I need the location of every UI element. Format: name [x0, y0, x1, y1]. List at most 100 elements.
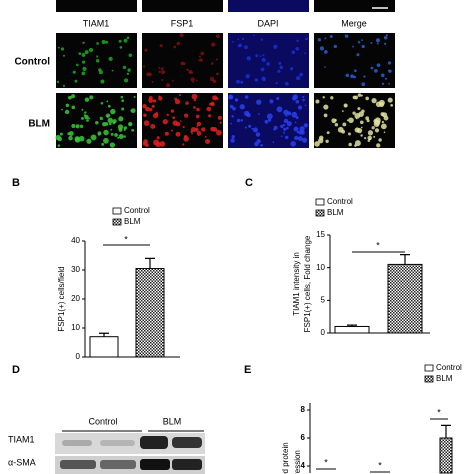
- cell: [260, 67, 265, 72]
- cell: [156, 136, 160, 140]
- legend-label: Control: [436, 363, 462, 372]
- cell: [255, 54, 259, 58]
- cell: [280, 135, 283, 138]
- panel-label: B: [12, 177, 20, 189]
- cell: [299, 126, 305, 132]
- cell: [147, 72, 152, 77]
- cell: [123, 135, 126, 138]
- cell: [329, 35, 333, 38]
- cell: [246, 56, 251, 61]
- cell: [381, 120, 385, 124]
- cell: [254, 78, 259, 82]
- cell: [86, 138, 92, 144]
- y-tick-label: 30: [71, 265, 80, 274]
- significance-star: *: [378, 460, 382, 470]
- cell: [292, 96, 297, 101]
- cell: [237, 38, 240, 41]
- cell: [322, 96, 325, 99]
- cell: [117, 136, 120, 139]
- cell: [278, 61, 282, 65]
- group-label: Control: [88, 416, 117, 426]
- cell: [172, 116, 176, 120]
- y-tick-label: 4: [301, 461, 306, 470]
- cell: [103, 137, 109, 144]
- cell: [374, 128, 380, 133]
- cell: [107, 117, 113, 124]
- y-tick-label: 40: [71, 236, 80, 245]
- cell: [293, 111, 296, 115]
- cell: [82, 66, 87, 71]
- error-bar: [441, 424, 451, 438]
- cell: [360, 126, 363, 129]
- cell: [252, 127, 258, 133]
- cell: [143, 113, 147, 117]
- legend-label: Control: [124, 206, 150, 215]
- cell: [342, 122, 347, 127]
- cell: [361, 44, 365, 49]
- cell: [365, 96, 369, 101]
- cell: [96, 42, 100, 45]
- cell: [257, 113, 260, 115]
- cell: [72, 70, 76, 74]
- cell: [183, 136, 189, 142]
- cell: [84, 97, 90, 102]
- cell: [376, 42, 379, 45]
- cell: [145, 106, 150, 112]
- cell: [178, 93, 181, 97]
- cell: [230, 138, 235, 143]
- cell: [359, 120, 364, 125]
- cell: [127, 68, 131, 72]
- cell: [215, 96, 218, 100]
- significance-star: *: [437, 407, 441, 417]
- cell: [78, 135, 85, 142]
- cell: [108, 56, 113, 61]
- legend-label: BLM: [436, 374, 453, 383]
- cell: [285, 114, 288, 117]
- cell: [295, 75, 301, 81]
- cell: [295, 99, 300, 104]
- cell: [57, 144, 61, 147]
- cell: [106, 100, 109, 103]
- cell: [262, 77, 266, 82]
- cell: [64, 109, 70, 115]
- significance-star: *: [124, 234, 128, 244]
- cell: [84, 114, 89, 120]
- cell: [297, 105, 303, 110]
- cell: [305, 37, 308, 41]
- cell: [295, 116, 299, 120]
- cell: [256, 139, 261, 144]
- cell: [302, 95, 305, 99]
- cell: [215, 58, 218, 61]
- bar: [89, 336, 119, 358]
- cell: [240, 80, 244, 84]
- cell: [234, 98, 239, 102]
- cell: [118, 39, 122, 43]
- cell: [71, 105, 76, 110]
- cell: [100, 79, 105, 84]
- cell: [375, 101, 382, 108]
- cell: [182, 62, 186, 66]
- cell: [348, 142, 352, 147]
- cell: [89, 95, 94, 100]
- cell: [107, 104, 111, 108]
- cell: [273, 125, 278, 130]
- cell: [81, 71, 86, 76]
- cell: [143, 120, 150, 126]
- cell: [111, 69, 114, 72]
- cell: [105, 40, 109, 44]
- cell: [155, 141, 162, 148]
- panel-label: E: [244, 364, 251, 376]
- cell: [304, 104, 307, 107]
- cell: [383, 131, 386, 134]
- cell: [260, 143, 264, 147]
- cell: [200, 51, 205, 56]
- cell: [151, 80, 154, 83]
- cell: [350, 74, 354, 79]
- cell: [357, 93, 362, 97]
- cell: [341, 110, 344, 112]
- cell: [170, 129, 173, 132]
- cell: [62, 54, 66, 57]
- cell: [62, 84, 66, 87]
- cell: [123, 126, 128, 130]
- cell: [159, 44, 163, 48]
